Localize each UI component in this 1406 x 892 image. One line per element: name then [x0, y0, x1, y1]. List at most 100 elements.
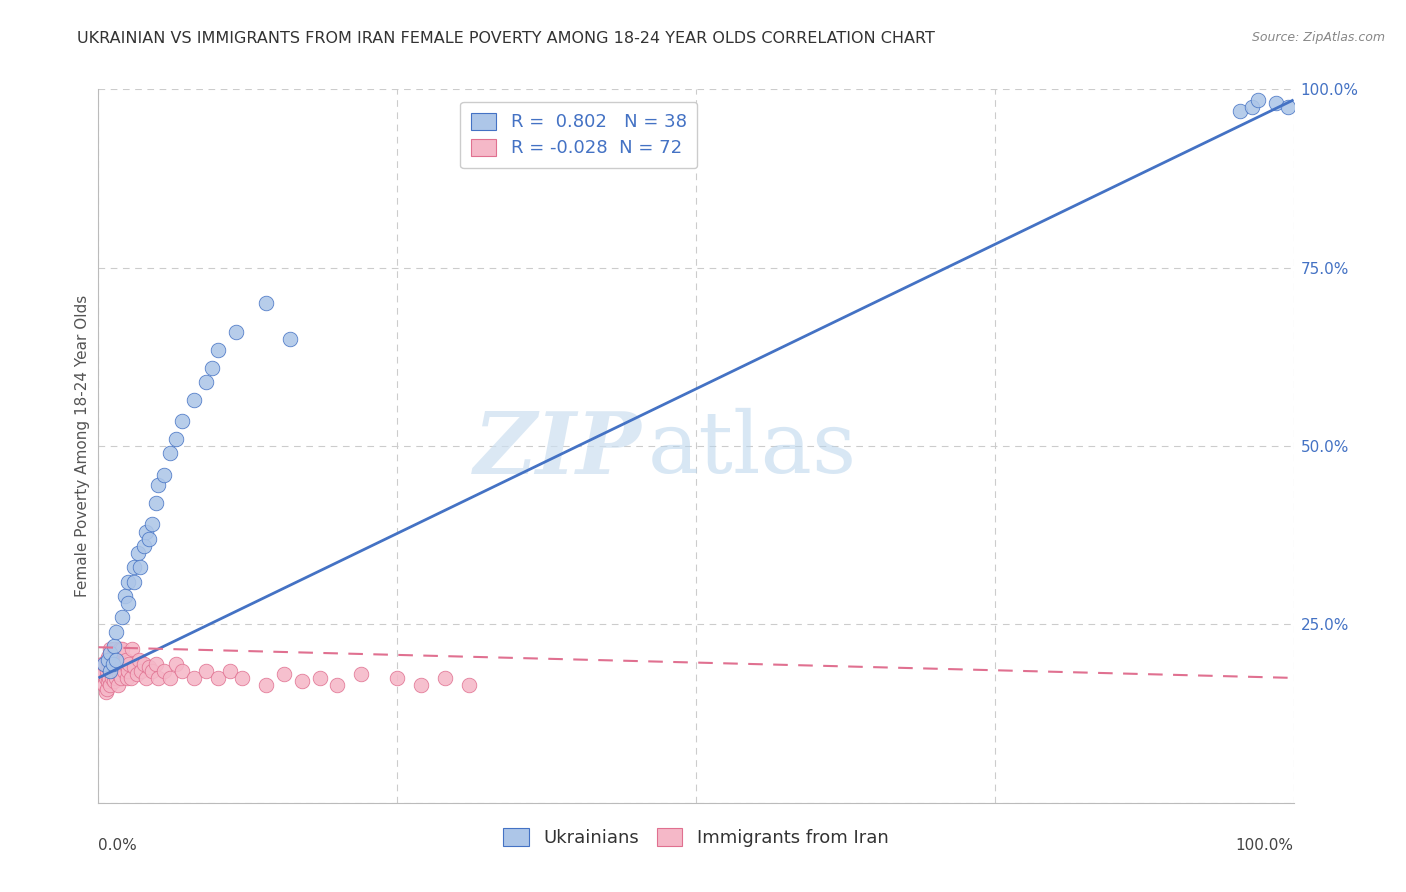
Point	[153, 664, 176, 678]
Point	[104, 664, 127, 678]
Point	[1229, 103, 1251, 118]
Point	[105, 624, 128, 639]
Point	[141, 664, 163, 678]
Y-axis label: Female Poverty Among 18-24 Year Olds: Female Poverty Among 18-24 Year Olds	[75, 295, 90, 597]
Text: 0.0%: 0.0%	[98, 838, 138, 854]
Point	[100, 657, 122, 671]
Point	[411, 678, 433, 692]
Point	[118, 657, 141, 671]
Point	[207, 343, 229, 357]
Point	[120, 671, 142, 685]
Point	[103, 639, 125, 653]
Text: 100.0%: 100.0%	[1236, 838, 1294, 854]
Point	[231, 671, 253, 685]
Point	[104, 653, 127, 667]
Point	[132, 539, 155, 553]
Text: UKRAINIAN VS IMMIGRANTS FROM IRAN FEMALE POVERTY AMONG 18-24 YEAR OLDS CORRELATI: UKRAINIAN VS IMMIGRANTS FROM IRAN FEMALE…	[77, 31, 935, 46]
Point	[91, 667, 114, 681]
Point	[98, 646, 122, 660]
Point	[128, 653, 150, 667]
Point	[94, 671, 117, 685]
Point	[110, 671, 132, 685]
Point	[145, 496, 167, 510]
Legend: Ukrainians, Immigrants from Iran: Ukrainians, Immigrants from Iran	[496, 822, 896, 855]
Point	[91, 657, 114, 671]
Point	[172, 664, 194, 678]
Point	[96, 681, 118, 696]
Point	[1277, 100, 1299, 114]
Point	[138, 532, 160, 546]
Point	[117, 596, 139, 610]
Point	[103, 674, 125, 689]
Point	[103, 642, 125, 657]
Point	[96, 653, 118, 667]
Point	[107, 649, 129, 664]
Point	[254, 678, 277, 692]
Point	[153, 467, 176, 482]
Point	[135, 524, 157, 539]
Point	[117, 664, 139, 678]
Point	[132, 657, 155, 671]
Point	[94, 685, 117, 699]
Point	[183, 392, 205, 407]
Point	[108, 642, 131, 657]
Point	[93, 678, 115, 692]
Point	[105, 657, 128, 671]
Point	[183, 671, 205, 685]
Point	[98, 657, 121, 671]
Point	[219, 664, 242, 678]
Point	[125, 667, 148, 681]
Point	[107, 678, 129, 692]
Point	[93, 657, 115, 671]
Point	[101, 649, 124, 664]
Point	[159, 446, 181, 460]
Point	[129, 560, 152, 574]
Point	[100, 671, 122, 685]
Point	[148, 671, 170, 685]
Point	[105, 653, 128, 667]
Point	[121, 642, 143, 657]
Point	[434, 671, 457, 685]
Point	[350, 667, 373, 681]
Point	[141, 517, 163, 532]
Point	[101, 664, 124, 678]
Point	[1247, 93, 1270, 107]
Point	[114, 589, 136, 603]
Point	[105, 671, 128, 685]
Point	[148, 478, 170, 492]
Point	[159, 671, 181, 685]
Point	[96, 664, 118, 678]
Point	[131, 664, 153, 678]
Point	[107, 667, 129, 681]
Point	[111, 610, 134, 624]
Point	[195, 375, 218, 389]
Point	[308, 671, 330, 685]
Point	[115, 671, 138, 685]
Point	[97, 674, 120, 689]
Point	[254, 296, 277, 310]
Point	[165, 432, 187, 446]
Point	[97, 649, 120, 664]
Point	[108, 657, 131, 671]
Point	[135, 671, 157, 685]
Point	[138, 660, 160, 674]
Point	[127, 546, 149, 560]
Point	[124, 574, 146, 589]
Point	[124, 660, 146, 674]
Text: atlas: atlas	[648, 408, 858, 491]
Text: Source: ZipAtlas.com: Source: ZipAtlas.com	[1251, 31, 1385, 45]
Point	[124, 560, 146, 574]
Point	[112, 664, 135, 678]
Point	[98, 678, 122, 692]
Point	[93, 657, 115, 671]
Point	[117, 574, 139, 589]
Point	[201, 360, 224, 375]
Point	[97, 660, 120, 674]
Point	[114, 657, 136, 671]
Text: ZIP: ZIP	[474, 408, 643, 491]
Point	[145, 657, 167, 671]
Point	[98, 664, 122, 678]
Point	[273, 667, 295, 681]
Point	[115, 653, 138, 667]
Point	[278, 332, 301, 346]
